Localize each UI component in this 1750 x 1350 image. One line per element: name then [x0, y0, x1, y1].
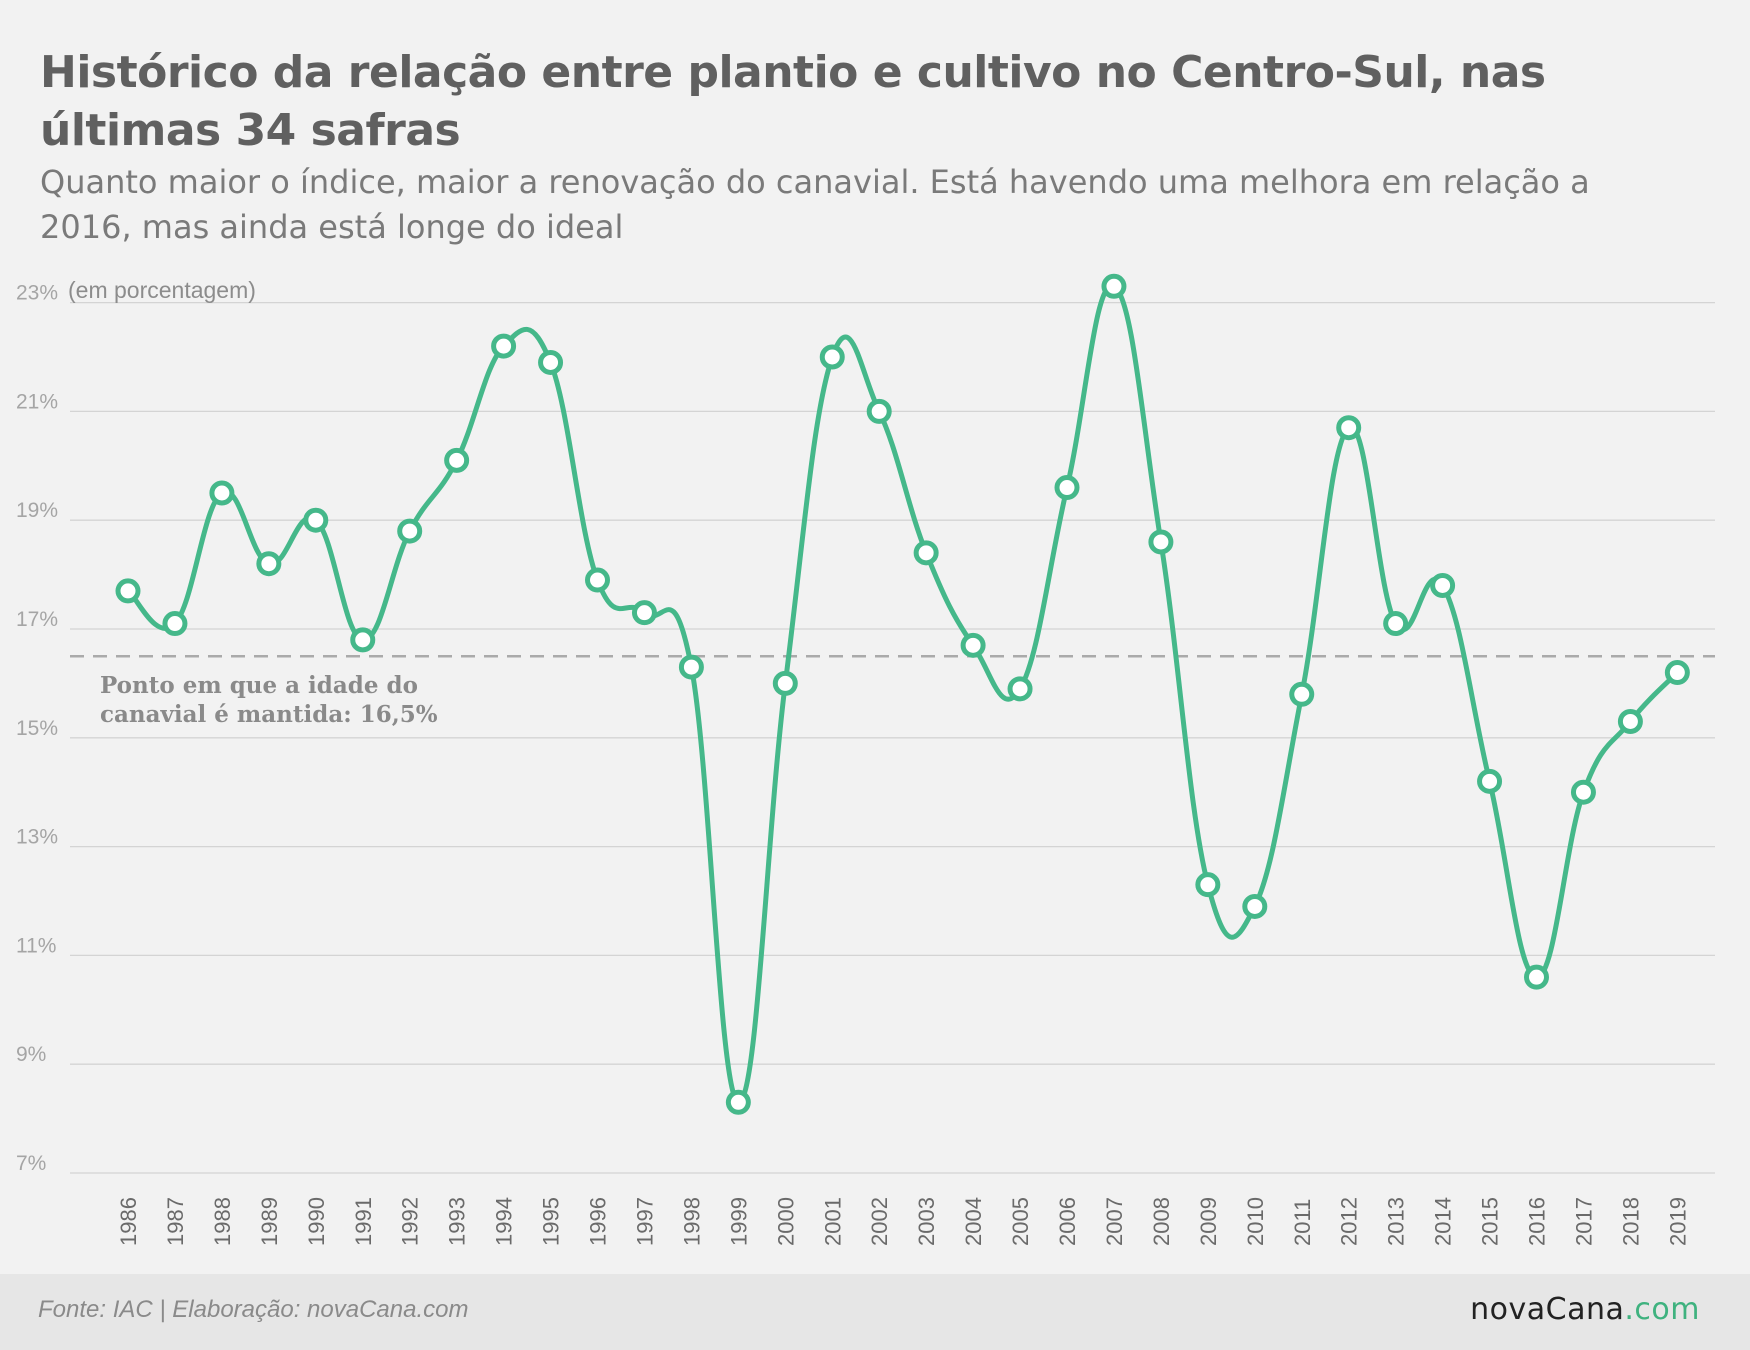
data-point: [1007, 676, 1033, 702]
data-point: [1148, 529, 1174, 555]
x-tick-label: 1998: [679, 1197, 704, 1246]
x-tick-label: 2015: [1478, 1197, 1503, 1246]
y-axis-ticks: 7% 9% 11% 13% 15% 17% 19% 21% 23%: [16, 282, 58, 1175]
data-point: [444, 447, 470, 473]
x-tick-label: 1986: [116, 1197, 141, 1246]
x-tick-label: 2011: [1290, 1199, 1315, 1246]
x-tick-label: 2000: [773, 1197, 798, 1246]
x-tick-label: 1989: [257, 1197, 282, 1246]
footer: Fonte: IAC | Elaboração: novaCana.com no…: [0, 1274, 1750, 1350]
data-point: [585, 567, 610, 593]
data-point: [1524, 964, 1549, 990]
data-point: [1570, 779, 1596, 805]
x-tick-label: 1999: [726, 1197, 751, 1246]
data-point: [678, 654, 704, 680]
data-point: [631, 600, 657, 626]
x-tick-label: 2019: [1665, 1197, 1690, 1246]
chart-title: Histórico da relação entre plantio e cul…: [40, 47, 1546, 156]
x-tick-label: 2018: [1618, 1197, 1643, 1246]
data-point: [913, 540, 939, 566]
data-point: [819, 344, 845, 370]
x-tick-label: 2002: [867, 1197, 892, 1246]
source-note: Fonte: IAC | Elaboração: novaCana.com: [38, 1296, 469, 1323]
chart-subtitle: Quanto maior o índice, maior a renovação…: [40, 163, 1590, 246]
data-point: [1242, 893, 1268, 919]
x-tick-label: 1990: [304, 1197, 329, 1246]
y-tick-label: 17%: [16, 608, 58, 631]
data-point: [256, 551, 282, 577]
reference-label-line-1: Ponto em que a idade do: [100, 672, 418, 699]
x-tick-label: 2017: [1571, 1197, 1596, 1246]
x-tick-label: 2012: [1337, 1197, 1362, 1246]
x-tick-label: 2010: [1243, 1197, 1268, 1246]
x-tick-label: 1996: [586, 1197, 611, 1246]
y-tick-label: 23%: [16, 282, 58, 305]
data-point: [1336, 415, 1362, 441]
data-point: [350, 627, 376, 653]
data-point: [866, 398, 892, 424]
data-point: [1664, 660, 1690, 686]
x-tick-label: 1995: [539, 1197, 564, 1246]
grid-lines: [70, 301, 1715, 1174]
x-tick-label: 2013: [1384, 1197, 1409, 1246]
x-tick-label: 1991: [351, 1197, 376, 1246]
x-tick-label: 1994: [492, 1197, 517, 1246]
line-chart: 7% 9% 11% 13% 15% 17% 19% 21% 23% (em porcentage…: [16, 273, 1715, 1246]
data-point: [1289, 681, 1315, 707]
brand-domain: .com: [1624, 1292, 1700, 1327]
data-point: [303, 507, 329, 533]
data-point: [1054, 475, 1080, 501]
x-tick-label: 2001: [820, 1197, 845, 1246]
x-tick-label: 2016: [1525, 1197, 1550, 1246]
data-point: [725, 1089, 751, 1115]
x-tick-label: 2003: [914, 1197, 939, 1246]
y-tick-label: 19%: [16, 499, 58, 522]
y-tick-label: 13%: [16, 826, 58, 849]
data-point: [538, 349, 564, 375]
x-tick-label: 1997: [632, 1197, 657, 1246]
data-point: [115, 578, 141, 604]
y-tick-label: 9%: [16, 1043, 46, 1066]
x-tick-label: 1992: [398, 1197, 423, 1246]
y-tick-label: 11%: [16, 934, 56, 957]
data-point: [162, 611, 188, 637]
y-axis-unit-label: (em porcentagem): [68, 277, 256, 303]
data-point: [1430, 572, 1456, 598]
data-point: [1383, 611, 1409, 637]
reference-label-line-2: canavial é mantida: 16,5%: [100, 701, 438, 728]
brand-logo: novaCana.com: [1470, 1292, 1700, 1327]
data-point: [1195, 872, 1221, 898]
data-point: [1101, 273, 1127, 299]
x-tick-label: 2004: [961, 1197, 986, 1246]
x-tick-label: 2006: [1055, 1197, 1080, 1246]
x-tick-label: 1987: [163, 1197, 188, 1246]
y-tick-label: 7%: [16, 1152, 46, 1175]
x-tick-label: 2009: [1196, 1197, 1221, 1246]
y-tick-label: 15%: [16, 717, 58, 740]
data-point: [397, 518, 423, 544]
data-point: [1617, 708, 1643, 734]
x-tick-label: 2007: [1102, 1197, 1127, 1246]
x-tick-label: 2008: [1149, 1197, 1174, 1246]
data-point: [209, 480, 235, 506]
data-points: [115, 273, 1690, 1115]
data-point: [1477, 768, 1503, 794]
y-tick-label: 21%: [16, 390, 58, 413]
x-tick-label: 1993: [445, 1197, 470, 1246]
x-tick-label: 2014: [1431, 1197, 1456, 1246]
x-tick-label: 1988: [210, 1197, 235, 1246]
data-point: [960, 632, 986, 658]
brand-name: novaCana: [1470, 1292, 1625, 1327]
x-axis-ticks: 1986 1987 1988 1989 1990 1991 1992 1993 1994 1995…: [116, 1197, 1690, 1246]
data-point: [491, 333, 517, 359]
data-point: [772, 670, 798, 696]
x-tick-label: 2005: [1008, 1197, 1033, 1246]
